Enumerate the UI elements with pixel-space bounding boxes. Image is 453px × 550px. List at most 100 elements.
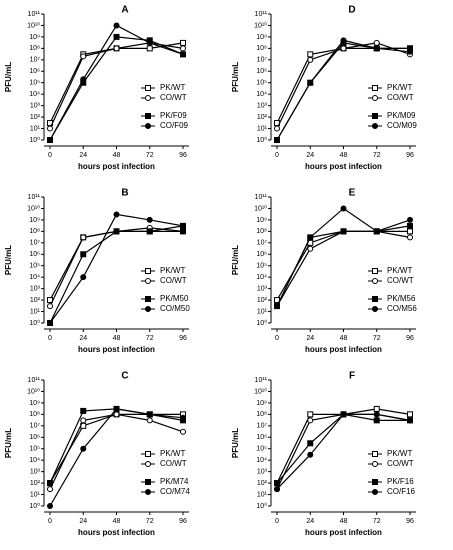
marker xyxy=(146,216,153,223)
y-tick-label: 10³ xyxy=(30,468,41,475)
x-tick-label: 24 xyxy=(79,335,87,342)
x-tick-label: 0 xyxy=(48,152,52,159)
marker xyxy=(307,440,314,447)
series-line xyxy=(49,225,184,301)
x-tick-label: 48 xyxy=(340,518,348,525)
y-tick-label: 10⁹ xyxy=(256,217,267,224)
y-tick-label: 10⁴ xyxy=(256,274,267,281)
marker xyxy=(80,251,87,258)
legend-marker xyxy=(372,95,378,101)
y-tick-label: 10⁵ xyxy=(29,80,40,87)
y-tick-label: 10¹¹ xyxy=(28,11,41,18)
marker xyxy=(407,222,413,229)
x-tick-label: 24 xyxy=(306,152,314,159)
legend-label: PK/WT xyxy=(387,83,412,92)
legend-label: CO/F16 xyxy=(387,487,416,496)
x-tick-label: 96 xyxy=(406,152,414,159)
x-axis-label: hours post infection xyxy=(78,345,155,354)
marker xyxy=(307,417,314,424)
y-tick-label: 10⁷ xyxy=(30,423,41,430)
legend-label: CO/M74 xyxy=(160,487,190,496)
marker xyxy=(146,417,153,424)
marker xyxy=(180,45,186,52)
legend-marker xyxy=(372,296,378,302)
x-tick-label: 48 xyxy=(340,335,348,342)
panel-title: E xyxy=(349,188,356,199)
marker xyxy=(146,45,153,52)
marker xyxy=(373,411,380,418)
marker xyxy=(373,45,380,52)
x-tick-label: 24 xyxy=(306,518,314,525)
y-tick-label: 10⁷ xyxy=(30,240,41,247)
y-tick-label: 10⁴ xyxy=(29,457,40,464)
legend-label: PK/WT xyxy=(387,266,412,275)
marker xyxy=(80,76,87,83)
legend-marker xyxy=(372,479,378,485)
legend-label: PK/WT xyxy=(160,449,185,458)
y-tick-label: 10¹¹ xyxy=(255,377,268,384)
x-axis-label: hours post infection xyxy=(305,528,382,537)
y-tick-label: 10³ xyxy=(30,285,41,292)
marker xyxy=(407,228,413,235)
panel: E 10⁰ 10¹ 10² 10³ 10⁴ 10⁵ 10⁶ 10⁷ 10⁸ 10⁹ 10¹⁰ 10¹¹ 0… xyxy=(231,188,417,354)
y-tick-label: 10¹⁰ xyxy=(254,204,267,212)
y-tick-label: 10¹¹ xyxy=(28,194,41,201)
y-tick-label: 10⁷ xyxy=(257,240,268,247)
x-axis-label: hours post infection xyxy=(78,528,155,537)
y-tick-label: 10⁹ xyxy=(29,217,40,224)
legend-marker xyxy=(145,278,151,284)
x-tick-label: 48 xyxy=(113,335,121,342)
marker xyxy=(340,205,347,212)
marker xyxy=(47,137,53,143)
y-tick-label: 10⁸ xyxy=(29,45,40,52)
marker xyxy=(80,274,87,281)
marker xyxy=(274,137,280,143)
y-tick-label: 10³ xyxy=(257,285,268,292)
x-tick-label: 24 xyxy=(79,152,87,159)
x-axis-label: hours post infection xyxy=(305,162,382,171)
y-tick-label: 10⁶ xyxy=(29,434,40,441)
x-tick-label: 96 xyxy=(179,518,187,525)
x-tick-label: 96 xyxy=(179,335,187,342)
legend-label: PK/M56 xyxy=(387,294,416,303)
panel: A 10⁰ 10¹ 10² 10³ 10⁴ 10⁵ 10⁶ 10⁷ 10⁸ 10⁹ 10¹⁰ 10¹¹ 0… xyxy=(4,5,189,171)
marker xyxy=(80,407,87,414)
y-tick-label: 10⁵ xyxy=(256,80,267,87)
legend-marker xyxy=(145,461,151,467)
panel-title: F xyxy=(349,371,355,382)
marker xyxy=(407,417,413,424)
legend-marker xyxy=(372,268,378,274)
y-tick-label: 10¹¹ xyxy=(28,377,41,384)
legend-marker xyxy=(372,451,378,457)
y-axis-label: PFU/mL xyxy=(4,245,13,275)
x-tick-label: 0 xyxy=(48,335,52,342)
marker xyxy=(340,45,347,52)
y-tick-label: 10⁶ xyxy=(256,251,267,258)
y-tick-label: 10⁷ xyxy=(257,57,268,64)
y-tick-label: 10⁸ xyxy=(256,45,267,52)
marker xyxy=(113,22,120,29)
marker xyxy=(180,51,186,58)
y-tick-label: 10⁸ xyxy=(256,228,267,235)
legend-marker xyxy=(372,489,378,495)
x-tick-label: 0 xyxy=(48,518,52,525)
y-tick-label: 10¹ xyxy=(30,491,41,498)
marker xyxy=(180,428,186,435)
marker xyxy=(274,480,280,487)
y-tick-label: 10¹ xyxy=(30,308,41,315)
x-tick-label: 96 xyxy=(406,335,414,342)
y-tick-label: 10⁹ xyxy=(256,34,267,41)
panel: D 10⁰ 10¹ 10² 10³ 10⁴ 10⁵ 10⁶ 10⁷ 10⁸ 10⁹ 10¹⁰ 10¹¹ 0… xyxy=(231,5,417,171)
marker xyxy=(180,39,186,46)
x-axis-label: hours post infection xyxy=(305,345,382,354)
marker xyxy=(146,39,153,46)
y-tick-label: 10¹⁰ xyxy=(254,21,267,29)
x-tick-label: 72 xyxy=(146,335,154,342)
marker xyxy=(80,234,87,241)
marker xyxy=(180,222,186,229)
legend-label: CO/M09 xyxy=(387,121,417,130)
x-tick-label: 0 xyxy=(275,335,279,342)
panel: B 10⁰ 10¹ 10² 10³ 10⁴ 10⁵ 10⁶ 10⁷ 10⁸ 10⁹ 10¹⁰ 10¹¹ 0… xyxy=(4,188,190,354)
x-tick-label: 0 xyxy=(275,152,279,159)
y-tick-label: 10¹⁰ xyxy=(27,387,40,395)
